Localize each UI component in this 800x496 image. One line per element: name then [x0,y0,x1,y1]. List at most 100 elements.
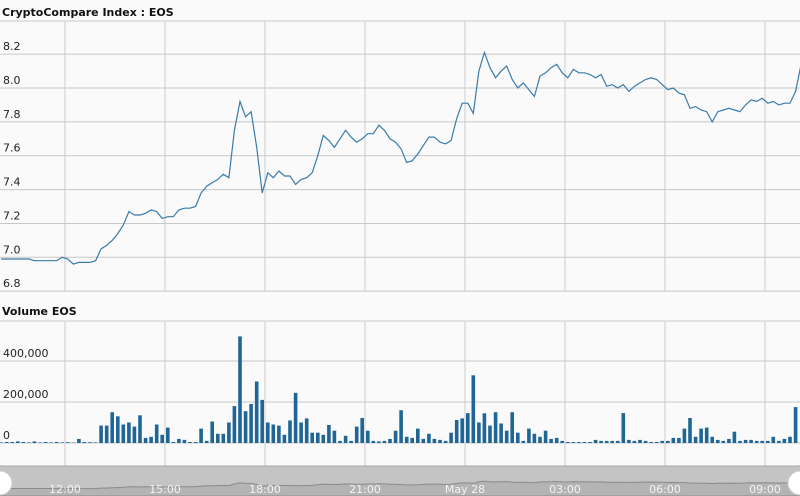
volume-bar [127,422,131,443]
volume-bar [421,438,426,443]
volume-bar [443,440,448,443]
volume-bar [177,438,181,443]
volume-bar [254,381,259,443]
volume-bar [121,424,126,443]
volume-y-axis: 0 200,000 400,000 [3,347,49,442]
volume-bar [227,422,231,443]
volume-bar [699,428,703,443]
volume-bar [243,411,248,443]
volume-bar [754,440,759,443]
price-y-tick-label: 7.6 [3,142,21,155]
volume-bar [477,422,481,443]
volume-bar [321,434,326,443]
volume-bar [377,441,381,443]
volume-bar [110,412,114,443]
volume-bar [554,437,559,443]
price-y-tick-label: 7.0 [3,243,21,256]
navigator-series [0,480,800,496]
navigator[interactable]: 12:00 15:00 18:00 21:00 May 28 03:00 06:00 09:0… [0,465,800,496]
volume-bar [332,430,337,443]
volume-bar [10,442,14,443]
volume-bar [416,428,420,443]
volume-bar [366,430,370,443]
volume-bar [743,439,748,443]
volume-bar [216,433,220,443]
volume-bar [327,425,331,443]
volume-bar [316,432,320,443]
volume-bar [588,442,592,443]
volume-bar [299,422,303,443]
navigator-x-label: 12:00 [49,483,81,496]
volume-bar [116,416,120,443]
volume-bar [582,442,587,443]
volume-bar [288,420,292,443]
navigator-x-label: 03:00 [549,483,581,496]
price-y-tick-label: 7.4 [3,176,21,189]
volume-bar [349,440,353,443]
volume-bar [510,412,514,443]
volume-bar [438,439,442,443]
volume-bar [154,424,159,443]
volume-bar [210,421,214,443]
volume-bar [393,430,398,443]
volume-bar [471,375,476,443]
volume-bar [599,440,603,443]
volume-bar [410,437,414,443]
navigator-left-handle[interactable] [0,470,13,496]
volume-bar [643,440,648,443]
volume-bar [549,438,553,443]
volume-bar [21,442,26,443]
volume-bar [532,433,537,443]
price-y-tick-label: 8.2 [3,40,21,53]
volume-bar [171,442,176,443]
volume-bar [682,428,687,443]
volume-bar [382,440,387,443]
volume-bar [654,442,659,443]
volume-bar [343,435,348,443]
volume-bar [188,442,192,443]
volume-bar [454,420,459,443]
volume-grid [0,320,800,466]
volume-bar [32,441,37,443]
volume-bar [338,440,342,443]
volume-bar [260,399,264,443]
navigator-right-handle[interactable] [787,470,800,496]
volume-bar [77,438,81,443]
volume-bar [99,425,103,443]
volume-bar [671,437,676,443]
volume-bar [149,436,153,443]
volume-bar [27,442,31,443]
volume-bar [738,440,742,443]
volume-bar [388,438,392,443]
volume-bar [354,426,359,443]
volume-bar [432,438,437,443]
volume-bar [516,432,520,443]
volume-bar [649,442,653,443]
navigator-labels: 12:00 15:00 18:00 21:00 May 28 03:00 06:00 09:0… [49,483,781,496]
volume-bar [704,427,709,443]
volume-bar [104,425,109,443]
volume-bar [560,440,564,443]
volume-bar [521,440,526,443]
price-y-tick-label: 7.8 [3,108,21,121]
volume-bar [160,434,164,443]
volume-bar [427,433,431,443]
volume-bar [543,430,548,443]
volume-bar [727,438,731,443]
volume-bar [143,437,148,443]
volume-bar [399,410,403,443]
volume-y-tick-label: 400,000 [3,347,49,360]
volume-bar [193,442,198,443]
volume-bar [449,432,453,443]
volume-bar [232,406,237,443]
volume-bar [760,440,764,443]
price-y-axis: 6.8 7.0 7.2 7.4 7.6 7.8 8.0 8.2 [3,40,21,290]
volume-bar [732,431,737,443]
volume-bar [277,425,281,443]
volume-bar [371,440,376,443]
volume-bar [66,442,70,443]
volume-bar [749,439,753,443]
volume-bar [638,439,642,443]
volume-bar [54,442,59,443]
